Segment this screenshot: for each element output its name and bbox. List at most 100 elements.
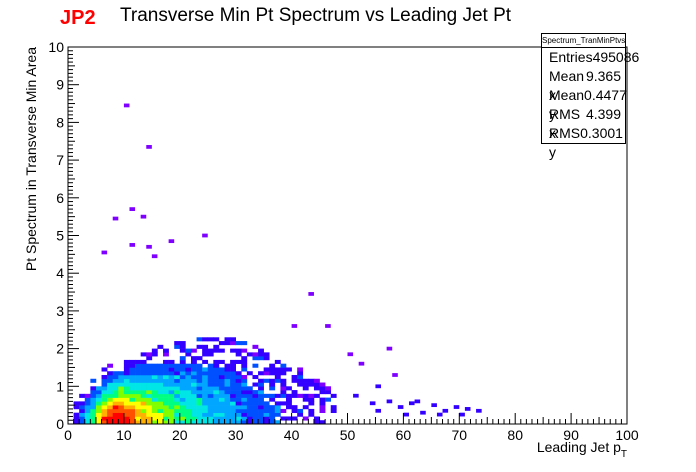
heatmap-cell [230, 359, 236, 364]
heatmap-cell [235, 412, 242, 417]
heatmap-cell [246, 412, 253, 417]
heatmap-cell [140, 412, 147, 417]
heatmap-cell [241, 405, 248, 410]
heatmap-cell [235, 401, 242, 406]
heatmap-cell [319, 397, 326, 402]
heatmap-cell [73, 401, 80, 406]
heatmap-cell [246, 393, 253, 398]
heatmap-cell [112, 401, 119, 406]
y-tick-label: 3 [56, 303, 64, 319]
heatmap-cell [185, 393, 192, 398]
heatmap-cell [151, 408, 158, 413]
heatmap-cell [107, 405, 114, 410]
heatmap-cell [241, 386, 248, 391]
heatmap-cell [353, 393, 359, 398]
heatmap-cell [302, 382, 309, 387]
heatmap-cell [146, 397, 153, 402]
x-tick-label: 100 [615, 427, 639, 443]
heatmap-cell [73, 405, 80, 410]
heatmap-cell [185, 408, 192, 413]
heatmap-cell [179, 405, 186, 410]
stats-value: 495086 [592, 49, 640, 65]
heatmap-cell [174, 416, 181, 421]
heatmap-cell [218, 397, 225, 402]
heatmap-cell [230, 367, 236, 372]
heatmap-cell [230, 337, 236, 342]
heatmap-cell [224, 390, 231, 395]
heatmap-cell [218, 367, 225, 372]
y-tick-label: 0 [56, 416, 64, 432]
heatmap-cell [207, 337, 214, 342]
x-axis-label-subscript: T [621, 449, 627, 460]
heatmap-cell [202, 412, 209, 417]
heatmap-cell [274, 374, 281, 380]
heatmap-cell [464, 407, 471, 411]
heatmap-cell [453, 405, 460, 409]
heatmap-cell [202, 405, 209, 410]
heatmap-cell [207, 352, 214, 357]
heatmap-cell [190, 393, 197, 398]
heatmap-cell [230, 386, 236, 391]
heatmap-cell [330, 405, 337, 410]
heatmap-cell [185, 374, 192, 380]
heatmap-cell [235, 378, 242, 383]
heatmap-cell [252, 420, 259, 425]
heatmap-cell [246, 371, 253, 376]
heatmap-cell [246, 397, 253, 402]
heatmap-cell [230, 363, 236, 368]
heatmap-cell [246, 408, 253, 413]
heatmap-cell [319, 401, 326, 406]
heatmap-cell [202, 344, 209, 349]
heatmap-cell [325, 397, 332, 402]
heatmap-cell [118, 420, 125, 425]
heatmap-cell [280, 382, 287, 387]
heatmap-cell [123, 420, 130, 425]
heatmap-cell [263, 356, 270, 361]
heatmap-cell [308, 393, 315, 398]
heatmap-cell [168, 378, 175, 383]
heatmap-cell [107, 412, 114, 417]
heatmap-cell [157, 378, 164, 383]
heatmap-cell [313, 378, 320, 383]
heatmap-cell [163, 374, 169, 380]
heatmap-cell [202, 378, 209, 383]
heatmap-cell [202, 337, 209, 342]
heatmap-cell [157, 416, 164, 421]
heatmap-cell [101, 393, 108, 398]
heatmap-cell [246, 405, 253, 410]
stats-row-rms-x: RMS x 4.399 [542, 105, 625, 141]
heatmap-cell [179, 367, 186, 372]
heatmap-cell [408, 401, 415, 406]
heatmap-cell [258, 356, 264, 361]
heatmap-cell [252, 352, 259, 357]
heatmap-cell [196, 367, 203, 372]
heatmap-cell [185, 401, 192, 406]
heatmap-cell [163, 416, 169, 421]
heatmap-cell [213, 405, 220, 410]
heatmap-cell [308, 292, 314, 296]
heatmap-cell [179, 420, 186, 425]
heatmap-cell [235, 348, 242, 353]
heatmap-cell [190, 359, 197, 364]
heatmap-cell [213, 348, 220, 353]
heatmap-cell [163, 367, 169, 372]
heatmap-cell [286, 401, 292, 406]
heatmap-cell [274, 367, 281, 372]
heatmap-cell [129, 420, 136, 425]
heatmap-cell [196, 374, 203, 380]
heatmap-cell [157, 390, 164, 395]
heatmap-cell [168, 401, 175, 406]
heatmap-cell [459, 412, 465, 417]
heatmap-cell [157, 397, 164, 402]
heatmap-cell [118, 416, 125, 421]
heatmap-cell [140, 214, 147, 219]
heatmap-cell [392, 373, 398, 377]
heatmap-cell [174, 382, 181, 387]
y-tick-label: 5 [56, 228, 64, 244]
heatmap-cell [146, 416, 153, 421]
heatmap-cell [291, 393, 298, 398]
heatmap-cell [123, 374, 130, 380]
heatmap-cell [280, 367, 287, 372]
heatmap-cell [179, 412, 186, 417]
heatmap-cell [151, 401, 158, 406]
